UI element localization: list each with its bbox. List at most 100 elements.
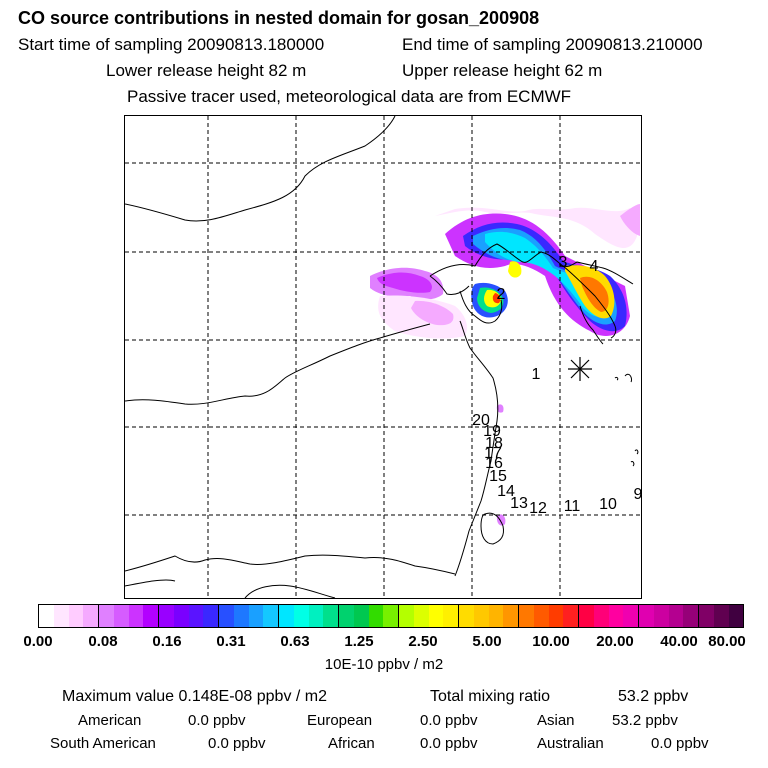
colorbar-segment [188,605,204,627]
colorbar-segment [339,605,354,627]
map-label-2: 2 [496,286,506,303]
map-label-13: 13 [510,495,528,512]
colorbar-segment [128,605,144,627]
colorbar-segment [623,605,639,627]
coastlines [125,116,639,598]
colorbar-tick: 5.00 [472,633,502,650]
map-label-9: 9 [633,486,642,503]
colorbar-segment [713,605,729,627]
colorbar-tick: 1.25 [344,633,374,650]
colorbar-segment [173,605,189,627]
australian-label: Australian [537,735,604,752]
colorbar-segment [639,605,654,627]
colorbar-segment [413,605,429,627]
colorbar-tick: 80.00 [708,633,746,650]
map-panel: 1 2 3 4 20 19 18 17 16 15 14 13 12 11 10… [124,115,642,599]
map-label-20: 20 [472,412,490,429]
colorbar-segment [233,605,249,627]
colorbar-segment [263,605,279,627]
colorbar-segment [683,605,699,627]
colorbar-tick: 0.63 [280,633,310,650]
start-time-label: Start time of sampling 20090813.180000 [18,35,325,54]
map-label-14: 14 [497,483,515,500]
concentration-plume [370,204,640,526]
colorbar-segment [323,605,339,627]
asian-label: Asian [537,712,575,729]
asterisk-icon [568,357,592,381]
colorbar-segment [203,605,219,627]
map-label-18: 18 [485,435,503,452]
map-label-4: 4 [589,258,599,275]
map-label-17: 17 [484,445,502,462]
south-american-label: South American [50,735,156,752]
colorbar-segment [308,605,324,627]
american-value: 0.0 ppbv [188,712,246,729]
european-value: 0.0 ppbv [420,712,478,729]
colorbar-segment [159,605,174,627]
colorbar-segment [579,605,594,627]
colorbar-segment [383,605,399,627]
colorbar-tick: 2.50 [408,633,438,650]
colorbar-segment [399,605,414,627]
colorbar-segment [99,605,114,627]
colorbar-segment [368,605,384,627]
colorbar-segment [219,605,234,627]
australian-value: 0.0 ppbv [651,735,709,752]
colorbar-segment [83,605,99,627]
colorbar [38,604,744,628]
colorbar-tick: 0.31 [216,633,246,650]
colorbar-segment [459,605,474,627]
colorbar-segment [39,605,54,627]
asian-value: 53.2 ppbv [612,712,678,729]
map-label-19: 19 [483,423,501,440]
colorbar-tick: 0.16 [152,633,182,650]
colorbar-segment [53,605,69,627]
south-american-value: 0.0 ppbv [208,735,266,752]
african-label: African [328,735,375,752]
colorbar-segment [428,605,444,627]
map-label-11: 11 [563,498,581,515]
colorbar-segment [443,605,459,627]
colorbar-segment [279,605,294,627]
colorbar-segment [503,605,519,627]
colorbar-segment [548,605,564,627]
colorbar-segment [353,605,369,627]
colorbar-segment [143,605,159,627]
page-title: CO source contributions in nested domain… [18,8,540,28]
colorbar-segment [68,605,84,627]
colorbar-segment [699,605,714,627]
map-label-12: 12 [529,500,547,517]
colorbar-segment [728,605,744,627]
end-time-label: End time of sampling 20090813.210000 [402,35,703,54]
colorbar-tick: 0.00 [23,633,53,650]
total-mixing-value: 53.2 ppbv [618,688,689,705]
colorbar-segment [473,605,489,627]
colorbar-tick: 0.08 [88,633,118,650]
map-grid [125,116,641,598]
colorbar-segment [519,605,534,627]
european-label: European [307,712,373,729]
map-label-1: 1 [531,366,541,383]
max-value-label: Maximum value 0.148E-08 ppbv / m2 [62,688,328,705]
upper-height-label: Upper release height 62 m [402,61,603,80]
colorbar-tick: 40.00 [660,633,698,650]
colorbar-segment [668,605,684,627]
map-canvas [125,116,641,598]
total-mixing-label: Total mixing ratio [430,688,551,705]
colorbar-segment [653,605,669,627]
colorbar-segment [593,605,609,627]
colorbar-segment [533,605,549,627]
lower-height-label: Lower release height 82 m [106,61,307,80]
colorbar-segment [488,605,504,627]
colorbar-segment [293,605,309,627]
map-label-10: 10 [599,496,617,513]
tracer-note: Passive tracer used, meteorological data… [127,87,572,106]
colorbar-segment [608,605,624,627]
map-label-15: 15 [489,468,507,485]
map-label-16: 16 [485,455,503,472]
colorbar-segment [248,605,264,627]
american-label: American [78,712,142,729]
colorbar-tick: 10.00 [532,633,570,650]
african-value: 0.0 ppbv [420,735,478,752]
map-label-3: 3 [558,254,568,271]
